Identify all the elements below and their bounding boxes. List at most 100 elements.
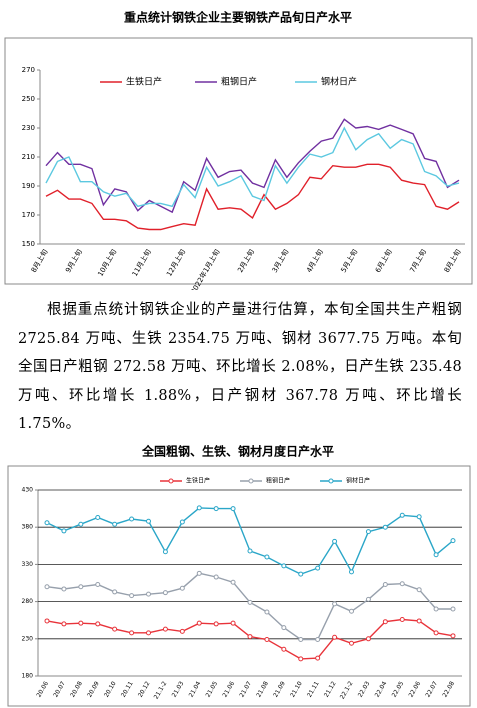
x-tick-label: 4月上旬 — [304, 248, 325, 275]
chart-title: 全国粗钢、生铁、钢材月度日产水平 — [141, 444, 334, 459]
series-line — [45, 118, 460, 214]
point — [433, 630, 439, 636]
chart-frame — [7, 465, 471, 707]
point — [349, 608, 354, 614]
x-tick-label: 20.08 — [69, 680, 84, 699]
x-tick-label: 22.08 — [441, 680, 456, 699]
point — [349, 640, 354, 646]
point — [365, 636, 371, 642]
legend-label: 粗钢日产 — [266, 477, 290, 485]
y-tick-label: 190 — [22, 182, 35, 190]
point — [230, 506, 236, 512]
x-tick-label: 22.04 — [374, 680, 389, 699]
x-tick-label: 5月上旬 — [339, 248, 360, 275]
legend-marker — [248, 478, 254, 484]
point — [196, 620, 202, 626]
legend-label: 生铁日产 — [186, 477, 210, 485]
point — [213, 574, 219, 580]
point — [365, 596, 371, 602]
chart: 重点统计钢铁企业主要钢铁产品旬日产水平 150 170 190 210 230 250 27… — [4, 10, 473, 290]
point — [146, 591, 151, 597]
y-tick-label: 380 — [22, 524, 34, 531]
series-line — [45, 163, 460, 231]
point — [129, 630, 135, 636]
point — [44, 584, 50, 590]
x-tick-label: 21.1-2 — [153, 680, 169, 700]
point — [146, 518, 151, 524]
point — [399, 616, 405, 622]
point — [230, 579, 236, 585]
point — [196, 505, 202, 511]
point — [298, 656, 304, 662]
point — [213, 621, 219, 627]
x-tick-label: 9月上旬 — [63, 248, 84, 275]
chart-frame — [4, 37, 473, 285]
x-tick-label: 21.11 — [306, 680, 321, 699]
paragraph: 根据重点统计钢铁企业的产量进行估算，本旬全国共生产粗钢 2725.84 万吨、生… — [18, 302, 462, 432]
point — [247, 634, 253, 640]
point — [281, 625, 287, 631]
point — [112, 589, 118, 595]
x-tick-label: 22.06 — [408, 680, 423, 699]
point — [61, 528, 67, 534]
point — [416, 514, 422, 520]
x-tick-label: 22.03 — [357, 680, 372, 699]
point — [433, 552, 439, 558]
point — [332, 634, 338, 640]
legend-marker — [328, 478, 334, 484]
x-tick-label: 21.12 — [323, 680, 338, 699]
series-line — [45, 126, 460, 208]
point — [298, 637, 304, 643]
x-tick-label: 20.06 — [35, 680, 50, 699]
point — [450, 633, 456, 639]
point — [315, 655, 321, 661]
chart: 全国粗钢、生铁、钢材月度日产水平 180 230 280 330 380 430 20.06… — [7, 444, 471, 707]
x-tick-label: 21.09 — [272, 680, 287, 699]
x-tick-label: 8月上旬 — [442, 248, 463, 275]
y-tick-label: 280 — [22, 598, 34, 605]
x-tick-label: 21.03 — [171, 680, 186, 699]
x-tick-label: 21.04 — [188, 680, 203, 699]
point — [332, 601, 338, 607]
point — [399, 512, 405, 518]
point — [315, 637, 321, 643]
x-tick-label: 6月上旬 — [373, 248, 394, 275]
x-tick-label: 21.07 — [238, 680, 253, 699]
x-tick-label: 20.11 — [120, 680, 135, 699]
point — [416, 587, 422, 593]
y-tick-label: 210 — [22, 153, 35, 161]
point — [450, 606, 456, 612]
point — [213, 506, 219, 512]
point — [247, 599, 253, 605]
point — [78, 620, 84, 626]
point — [416, 618, 422, 624]
x-tick-label: 20.10 — [103, 680, 118, 699]
point — [365, 529, 371, 535]
series-line — [46, 572, 453, 641]
legend-label: 钢材日产 — [321, 76, 357, 88]
point — [315, 565, 321, 571]
legend-label: 粗钢日产 — [221, 76, 257, 88]
point — [95, 621, 101, 627]
point — [332, 538, 338, 544]
y-tick-label: 330 — [22, 561, 34, 568]
point — [44, 520, 50, 526]
point — [298, 571, 304, 577]
point — [264, 609, 270, 615]
point — [95, 515, 101, 521]
legend-label: 钢材日产 — [346, 477, 370, 485]
point — [129, 593, 135, 599]
x-tick-label: 20.09 — [86, 680, 101, 699]
point — [230, 620, 236, 626]
y-tick-label: 230 — [22, 124, 35, 132]
legend-marker — [168, 478, 174, 484]
x-tick-label: 22.1-2 — [339, 680, 355, 700]
point — [281, 563, 287, 569]
point — [95, 581, 101, 587]
point — [179, 519, 185, 525]
x-tick-label: 12月上旬 — [164, 248, 187, 278]
x-tick-label: 22.05 — [391, 680, 406, 699]
x-tick-label: 3月上旬 — [270, 248, 291, 275]
point — [61, 586, 67, 592]
